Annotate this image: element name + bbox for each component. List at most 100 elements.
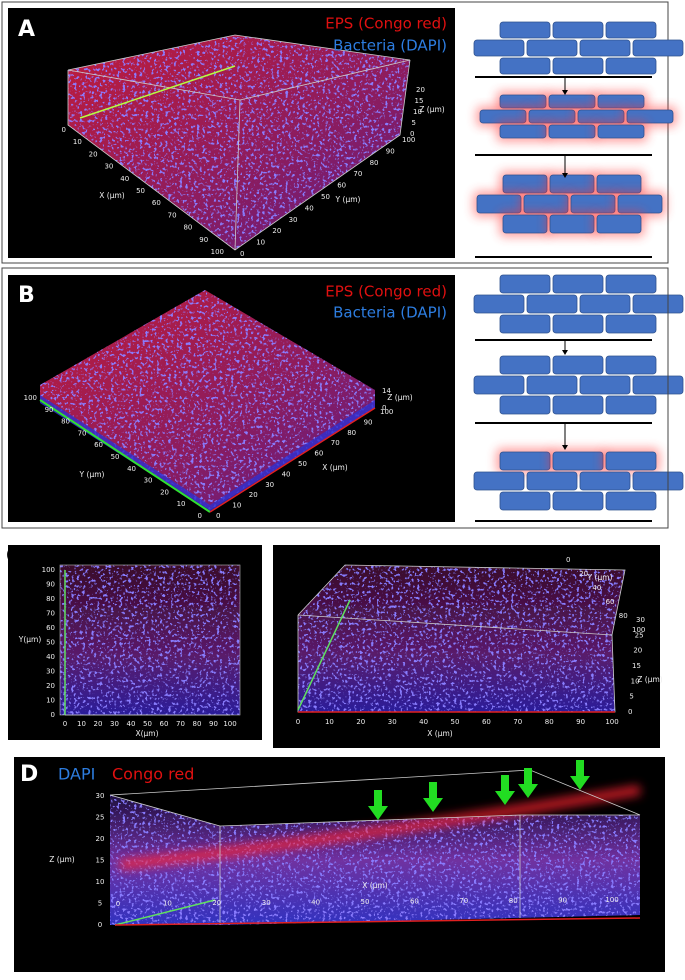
tick-label: 70 xyxy=(331,439,340,447)
tick-label: 5 xyxy=(98,900,102,908)
tick-label: 50 xyxy=(143,720,152,728)
cell xyxy=(552,314,604,334)
cell xyxy=(605,21,657,39)
tick-label: 100 xyxy=(402,136,415,144)
cell xyxy=(605,491,657,511)
cell xyxy=(596,174,642,194)
legend-entry: Bacteria (DAPI) xyxy=(333,304,447,322)
axis-label: Z (µm) xyxy=(49,855,75,864)
tick-label: 40 xyxy=(311,898,320,906)
tick-label: 0 xyxy=(51,711,55,719)
tick-label: 0 xyxy=(216,512,220,520)
axis-label: Y (µm) xyxy=(335,195,361,204)
tick-label: 30 xyxy=(262,899,271,907)
cell xyxy=(632,39,684,57)
panel-label: D xyxy=(20,762,38,787)
tick-label: 60 xyxy=(152,199,161,207)
tick-label: 40 xyxy=(305,204,314,212)
tick-label: 15 xyxy=(96,857,105,865)
axis-line xyxy=(297,599,351,711)
tick-label: 30 xyxy=(265,481,274,489)
tick-label: 20 xyxy=(579,570,588,578)
cell xyxy=(473,471,525,491)
tick-label: 30 xyxy=(144,477,153,485)
axis-label: Y (µm) xyxy=(587,573,613,582)
tick-label: 25 xyxy=(635,631,644,639)
tick-label: 14 xyxy=(382,387,391,395)
tick-label: 90 xyxy=(364,418,373,426)
panel-frame xyxy=(1,1,669,264)
tick-label: 30 xyxy=(636,616,645,624)
tick-label: 90 xyxy=(46,581,55,589)
cell xyxy=(626,109,674,124)
cell xyxy=(632,375,684,395)
cell xyxy=(579,294,631,314)
cell xyxy=(552,274,604,294)
flow-arrow-head xyxy=(562,350,568,355)
tick-label: 60 xyxy=(482,718,491,726)
tick-label: 70 xyxy=(176,720,185,728)
tick-label: 50 xyxy=(46,639,55,647)
tick-label: 30 xyxy=(289,216,298,224)
cell xyxy=(499,124,547,139)
axis-label: X (µm) xyxy=(322,463,348,472)
tick-label: 100 xyxy=(605,718,618,726)
axis-label: Z (µm) xyxy=(419,105,445,114)
cell xyxy=(502,174,548,194)
tick-label: 80 xyxy=(193,720,202,728)
tick-label: 30 xyxy=(388,718,397,726)
cell xyxy=(476,194,522,214)
cell xyxy=(605,314,657,334)
tick-label: 10 xyxy=(77,720,86,728)
tick-label: 10 xyxy=(325,718,334,726)
tick-label: 20 xyxy=(272,227,281,235)
tick-label: 90 xyxy=(199,236,208,244)
tick-label: 0 xyxy=(628,708,632,716)
tick-label: 80 xyxy=(61,418,70,426)
biofilm-projection xyxy=(60,565,240,715)
cell xyxy=(523,194,569,214)
tick-label: 70 xyxy=(46,610,55,618)
tick-label: 30 xyxy=(110,720,119,728)
tick-label: 20 xyxy=(89,150,98,158)
tick-label: 70 xyxy=(459,897,468,905)
tick-label: 50 xyxy=(111,453,120,461)
tick-label: 60 xyxy=(337,182,346,190)
cell xyxy=(605,355,657,375)
tick-label: 40 xyxy=(120,175,129,183)
axis-label: Y (µm) xyxy=(79,470,105,479)
cell xyxy=(526,39,578,57)
tick-label: 10 xyxy=(256,239,265,247)
tick-label: 10 xyxy=(96,878,105,886)
cell xyxy=(605,274,657,294)
box-edges xyxy=(109,769,641,925)
tick-label: 20 xyxy=(96,835,105,843)
tick-label: 100 xyxy=(42,566,55,574)
cell xyxy=(526,375,578,395)
tick-label: 90 xyxy=(45,406,54,414)
tick-label: 10 xyxy=(232,502,241,510)
tick-label: 60 xyxy=(46,624,55,632)
cell xyxy=(526,294,578,314)
tick-label: 100 xyxy=(605,896,618,904)
tick-label: 0 xyxy=(62,126,66,134)
biofilm-volume xyxy=(110,795,640,925)
tick-label: 0 xyxy=(382,404,386,412)
tick-label: 10 xyxy=(177,500,186,508)
cell xyxy=(579,471,631,491)
cell xyxy=(552,57,604,75)
legend-entry: Bacteria (DAPI) xyxy=(333,37,447,55)
tick-label: 100 xyxy=(223,720,236,728)
cell xyxy=(552,395,604,415)
tick-label: 0 xyxy=(63,720,67,728)
tick-label: 0 xyxy=(98,921,102,929)
cell xyxy=(502,214,548,234)
cell xyxy=(548,124,596,139)
flow-arrow-head xyxy=(562,173,568,178)
axis-line xyxy=(79,65,236,119)
panel-frame xyxy=(1,267,669,529)
tick-label: 40 xyxy=(282,470,291,478)
flow-arrow-head xyxy=(562,90,568,95)
tick-label: 40 xyxy=(127,720,136,728)
tick-label: 15 xyxy=(632,662,641,670)
